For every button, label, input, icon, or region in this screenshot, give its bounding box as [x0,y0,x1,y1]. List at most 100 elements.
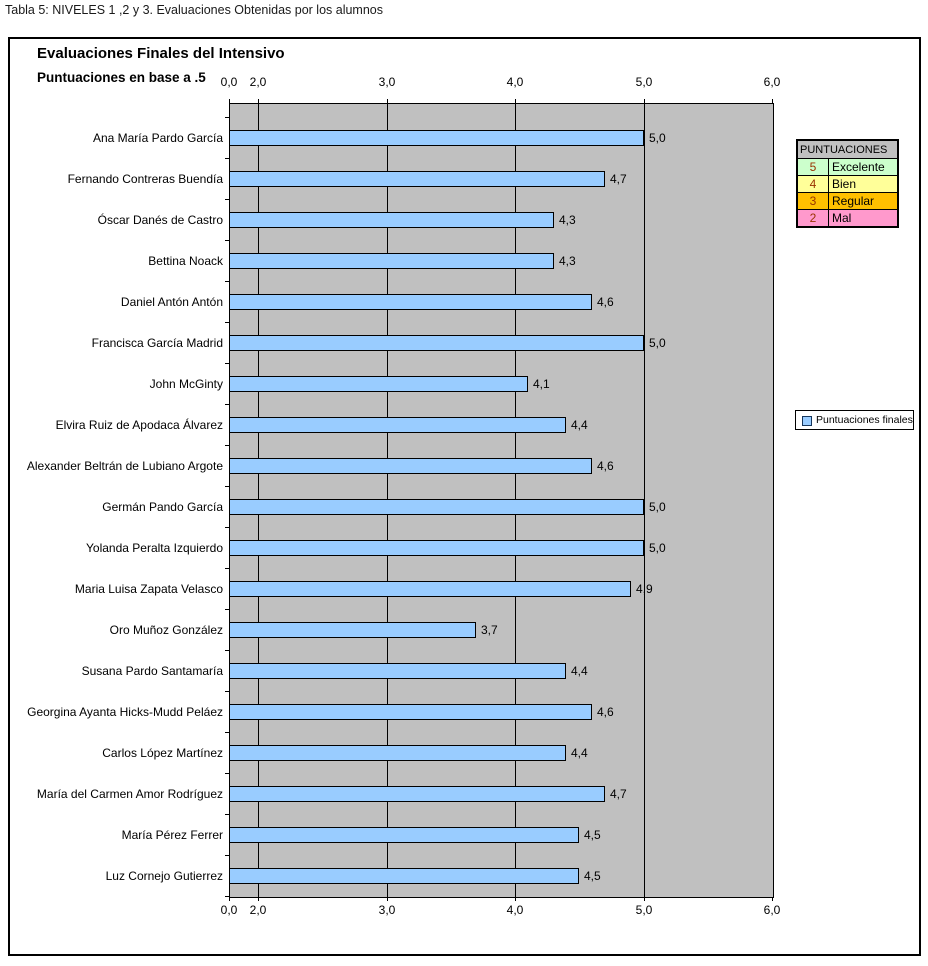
value-label: 4,4 [571,418,588,432]
category-axis-tick [225,568,229,569]
legend: Puntuaciones finales [795,410,914,430]
category-axis-tick [225,117,229,118]
category-axis-tick [225,363,229,364]
score-key-score: 5 [796,158,829,176]
value-axis-label-top: 2,0 [249,75,267,89]
category-axis-tick [225,322,229,323]
category-axis-tick [225,814,229,815]
category-axis-tick [225,650,229,651]
axis-tick-bottom [515,897,516,901]
value-gridline [644,103,645,897]
value-label: 4,5 [584,869,601,883]
chart-title: Evaluaciones Finales del Intensivo [37,45,285,62]
category-label: Ana María Pardo García [92,131,223,145]
value-label: 5,0 [649,541,666,555]
value-axis-label-top: 3,0 [378,75,396,89]
value-axis-label-top: 0,0 [220,75,238,89]
data-bar [229,458,592,474]
category-label: Yolanda Peralta Izquierdo [86,541,223,555]
data-bar [229,581,631,597]
value-label: 3,7 [481,623,498,637]
category-axis-tick [225,691,229,692]
category-axis-tick [225,199,229,200]
category-axis-tick [225,609,229,610]
score-key-score: 2 [796,209,829,228]
category-label: Fernando Contreras Buendía [67,172,223,186]
value-axis-label-bottom: 3,0 [378,903,396,917]
data-bar [229,335,644,351]
value-label: 4,3 [559,213,576,227]
score-key-table: PUNTUACIONES 5 Excelente 4 Bien 3 Regular 2 Mal [796,139,899,228]
data-bar [229,212,554,228]
category-axis-tick [225,773,229,774]
category-label: Maria Luisa Zapata Velasco [74,582,223,596]
category-label: María del Carmen Amor Rodríguez [36,787,223,801]
data-bar [229,253,554,269]
value-axis-label-bottom: 5,0 [635,903,653,917]
legend-series-label: Puntuaciones finales [816,414,913,426]
score-key-row: 2 Mal [796,209,899,228]
category-label: María Pérez Ferrer [121,828,223,842]
score-key-score: 4 [796,175,829,193]
data-bar [229,868,579,884]
legend-series-marker-icon [802,416,812,426]
category-label: Oro Muñoz González [109,623,223,637]
data-bar [229,540,644,556]
data-bar [229,171,605,187]
axis-tick-top [644,99,645,103]
value-axis-label-bottom: 6,0 [763,903,781,917]
value-label: 4,4 [571,664,588,678]
value-label: 5,0 [649,500,666,514]
axis-tick-bottom [644,897,645,901]
category-label: John McGinty [149,377,223,391]
value-axis-label-bottom: 0,0 [220,903,238,917]
data-bar [229,704,592,720]
axis-tick-top [515,99,516,103]
category-label: Carlos López Martínez [102,746,223,760]
value-axis-label-top: 6,0 [763,75,781,89]
data-bar [229,622,476,638]
category-axis-tick [225,527,229,528]
axis-tick-top [229,99,230,103]
axis-tick-top [772,99,773,103]
score-key-label: Regular [828,192,899,210]
axis-tick-top [387,99,388,103]
value-label: 4,9 [636,582,653,596]
score-key-label: Bien [828,175,899,193]
category-axis-tick [225,486,229,487]
category-label: Georgina Ayanta Hicks-Mudd Peláez [27,705,223,719]
data-bar [229,294,592,310]
data-bar [229,417,566,433]
category-label: Daniel Antón Antón [120,295,223,309]
category-label: Alexander Beltrán de Lubiano Argote [26,459,223,473]
value-label: 4,1 [533,377,550,391]
value-axis-label-bottom: 4,0 [506,903,524,917]
data-bar [229,827,579,843]
score-key-label: Excelente [828,158,899,176]
category-label: Germán Pando García [102,500,223,514]
data-bar [229,130,644,146]
score-key-header: PUNTUACIONES [796,139,899,159]
category-axis-tick [225,404,229,405]
axis-tick-bottom [258,897,259,901]
value-label: 4,6 [597,459,614,473]
category-label: Elvira Ruiz de Apodaca Álvarez [55,418,223,432]
category-axis-tick [225,732,229,733]
chart-subtitle: Puntuaciones en base a .5 [37,70,206,85]
value-label: 4,7 [610,172,627,186]
value-label: 4,4 [571,746,588,760]
value-label: 5,0 [649,131,666,145]
table-caption: Tabla 5: NIVELES 1 ,2 y 3. Evaluaciones … [5,3,383,17]
value-label: 5,0 [649,336,666,350]
value-label: 4,7 [610,787,627,801]
category-label: Luz Cornejo Gutierrez [105,869,223,883]
category-axis-tick [225,281,229,282]
value-label: 4,3 [559,254,576,268]
value-axis-label-top: 4,0 [506,75,524,89]
score-key-row: 3 Regular [796,192,899,210]
category-axis-tick [225,158,229,159]
score-key-header-row: PUNTUACIONES [796,139,899,159]
value-axis-label-top: 5,0 [635,75,653,89]
score-key-label: Mal [828,209,899,228]
data-bar [229,745,566,761]
